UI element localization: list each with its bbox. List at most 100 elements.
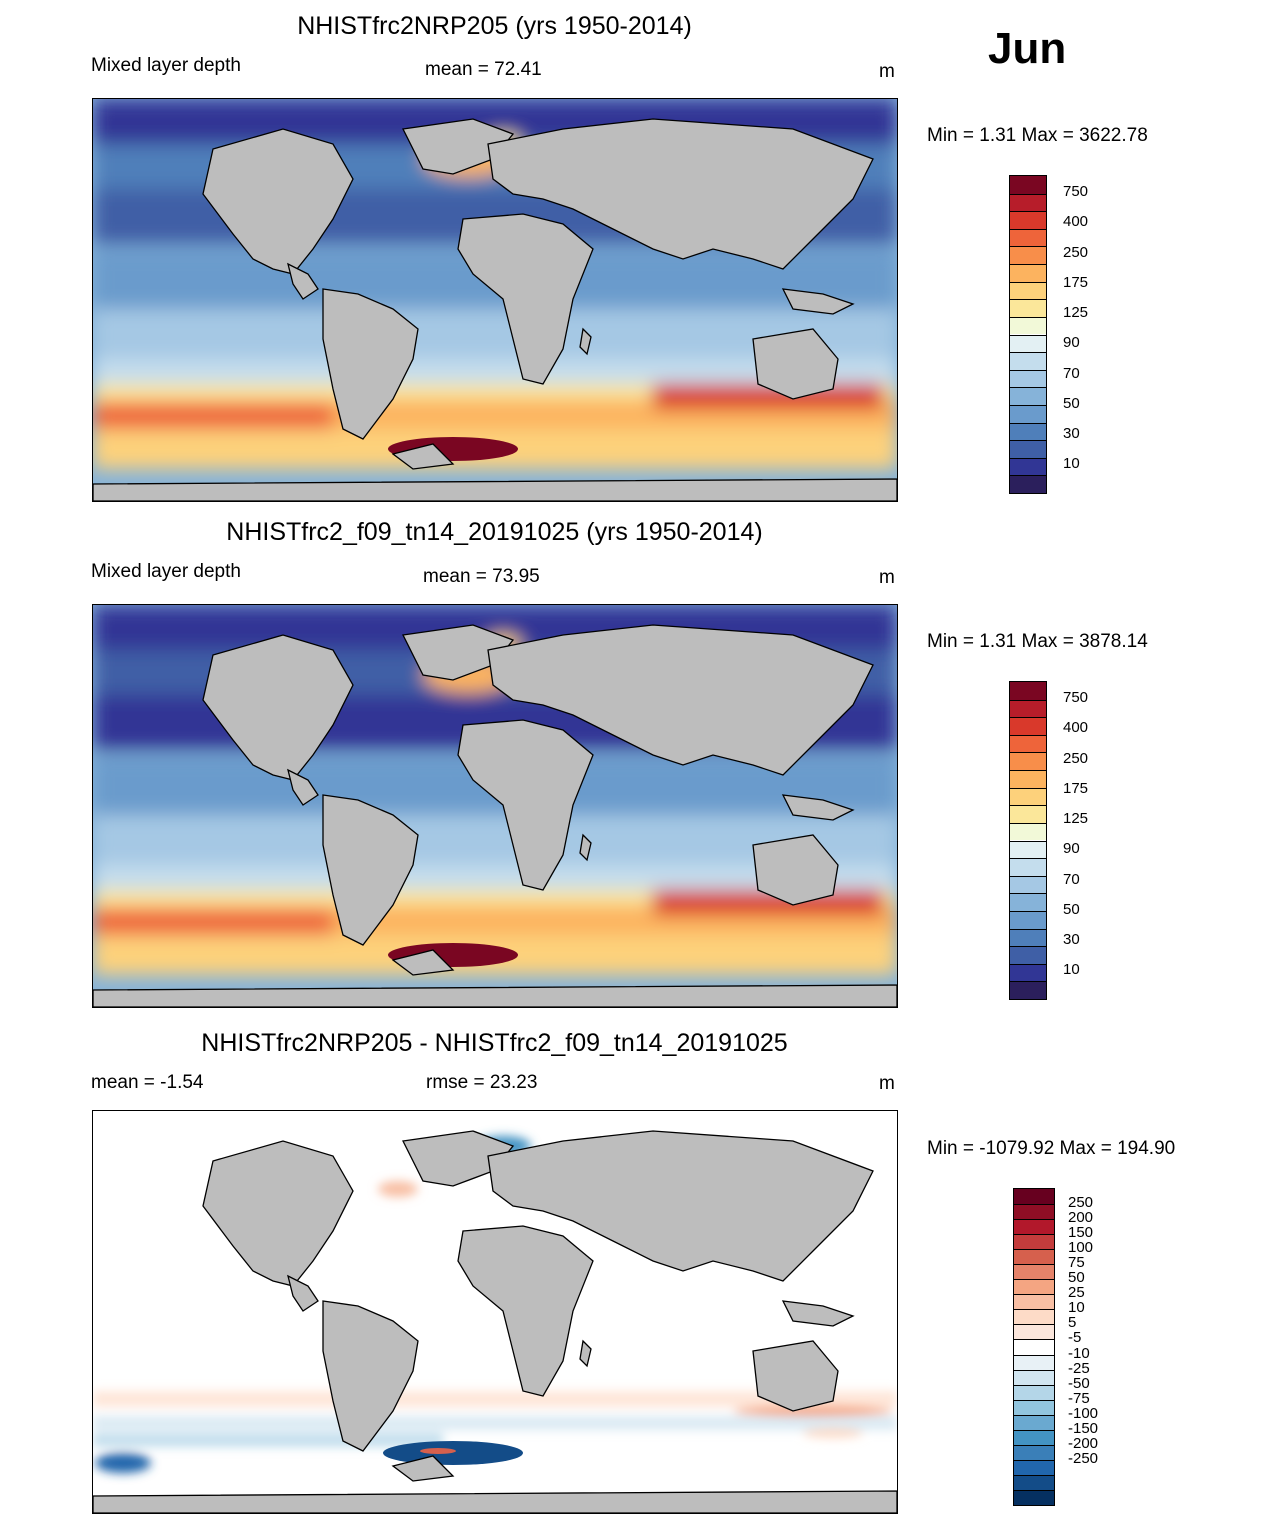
panel-3-title: NHISTfrc2NRP205 - NHISTfrc2_f09_tn14_201… (201, 1029, 788, 1057)
colorbar-tick-label: 30 (1063, 931, 1080, 948)
colorbar-box (1010, 457, 1046, 476)
colorbar-box (1010, 440, 1046, 458)
panel-1-map-svg (93, 99, 897, 501)
panel-3-colorbar (1013, 1188, 1055, 1506)
colorbar-box (1014, 1249, 1054, 1265)
colorbar-box (1014, 1384, 1054, 1400)
panel-1-units-label: m (879, 61, 895, 82)
panel-2-colorbar (1009, 681, 1047, 1000)
colorbar-tick-label: 10 (1068, 1299, 1085, 1317)
colorbar-box (1010, 176, 1046, 194)
colorbar-tick-label: -100 (1068, 1404, 1099, 1422)
colorbar-box (1014, 1399, 1054, 1415)
panel-1-mean-label: mean = 72.41 (425, 59, 542, 80)
colorbar-tick-label: 250 (1068, 1194, 1094, 1212)
panel-2-minmax: Min = 1.31 Max = 3878.14 (927, 631, 1148, 652)
colorbar-box (1014, 1279, 1054, 1295)
colorbar-tick-label: 175 (1063, 273, 1089, 291)
panel-1-minmax: Min = 1.31 Max = 3622.78 (927, 125, 1148, 146)
colorbar-tick-label: 400 (1063, 213, 1089, 231)
colorbar-box (1010, 717, 1046, 735)
colorbar-box (1010, 893, 1046, 911)
colorbar-tick-label: 750 (1063, 689, 1089, 706)
panel-2-title: NHISTfrc2_f09_tn14_20191025 (yrs 1950-20… (226, 518, 763, 546)
colorbar-tick-label: 175 (1063, 779, 1089, 797)
colorbar-box (1014, 1339, 1054, 1355)
panel-3-minmax: Min = -1079.92 Max = 194.90 (927, 1138, 1176, 1159)
colorbar-tick-label: 400 (1063, 719, 1089, 737)
panel-2-map (92, 604, 898, 1008)
colorbar-box (1014, 1414, 1054, 1430)
panel-1-map (92, 98, 898, 502)
colorbar-box (1010, 752, 1046, 771)
colorbar-box (1014, 1489, 1054, 1505)
colorbar-box (1010, 822, 1046, 841)
colorbar-box (1014, 1204, 1054, 1220)
colorbar-tick-label: 70 (1063, 364, 1080, 382)
colorbar-tick-label: 250 (1063, 749, 1089, 767)
colorbar-box (1010, 734, 1046, 753)
colorbar-box (1014, 1324, 1054, 1340)
panel-2-map-svg (93, 605, 897, 1007)
colorbar-box (1010, 422, 1046, 441)
colorbar-box (1010, 369, 1046, 388)
colorbar-tick-label: 50 (1063, 394, 1080, 412)
colorbar-box (1010, 334, 1046, 353)
colorbar-box (1010, 352, 1046, 370)
colorbar-box (1010, 981, 1046, 999)
panel-2-variable-label: Mixed layer depth (91, 561, 241, 582)
colorbar-tick-label: 50 (1068, 1269, 1085, 1287)
colorbar-box (1014, 1309, 1054, 1325)
colorbar-box (1010, 946, 1046, 964)
colorbar-tick-label: 125 (1063, 810, 1089, 827)
panel-3-mean-label: mean = -1.54 (91, 1072, 204, 1093)
colorbar-box (1010, 928, 1046, 947)
colorbar-box (1010, 875, 1046, 894)
colorbar-box (1014, 1369, 1054, 1385)
colorbar-box (1014, 1474, 1054, 1490)
colorbar-tick-label: -200 (1068, 1434, 1099, 1452)
panel-1-title: NHISTfrc2NRP205 (yrs 1950-2014) (297, 12, 692, 40)
colorbar-box (1010, 281, 1046, 300)
panel-3-map (92, 1110, 898, 1514)
colorbar-tick-label: -25 (1068, 1359, 1090, 1377)
colorbar-box (1010, 316, 1046, 335)
colorbar-box (1010, 193, 1046, 212)
colorbar-tick-label: -10 (1068, 1344, 1090, 1362)
panel-2-mean-label: mean = 73.95 (423, 566, 540, 587)
colorbar-box (1010, 858, 1046, 876)
colorbar-box (1010, 475, 1046, 493)
colorbar-tick-label: 250 (1063, 243, 1089, 261)
colorbar-box (1014, 1354, 1054, 1370)
colorbar-tick-label: 50 (1063, 900, 1080, 918)
colorbar-box (1014, 1459, 1054, 1475)
colorbar-tick-label: -75 (1068, 1389, 1090, 1407)
panel-1-variable-label: Mixed layer depth (91, 55, 241, 76)
colorbar-box (1010, 963, 1046, 982)
colorbar-tick-label: 75 (1068, 1254, 1085, 1272)
colorbar-tick-label: 150 (1068, 1224, 1094, 1242)
colorbar-box (1014, 1189, 1054, 1205)
colorbar-box (1014, 1294, 1054, 1310)
colorbar-box (1010, 264, 1046, 282)
colorbar-tick-label: 100 (1068, 1239, 1094, 1257)
colorbar-tick-label: 70 (1063, 870, 1080, 888)
colorbar-tick-label: 25 (1068, 1284, 1085, 1302)
panel-3-rmse-label: rmse = 23.23 (426, 1072, 538, 1093)
colorbar-tick-label: 10 (1063, 455, 1080, 473)
colorbar-box (1010, 787, 1046, 806)
colorbar-tick-label: -50 (1068, 1374, 1090, 1392)
colorbar-box (1010, 805, 1046, 823)
colorbar-tick-label: 10 (1063, 961, 1080, 979)
colorbar-box (1010, 387, 1046, 405)
panel-1-colorbar (1009, 175, 1047, 494)
colorbar-box (1010, 299, 1046, 317)
colorbar-box (1010, 699, 1046, 718)
colorbar-box (1010, 682, 1046, 700)
colorbar-box (1010, 404, 1046, 423)
colorbar-box (1010, 910, 1046, 929)
colorbar-tick-label: -150 (1068, 1419, 1099, 1437)
colorbar-box (1010, 246, 1046, 265)
colorbar-tick-label: -5 (1068, 1329, 1082, 1347)
colorbar-box (1014, 1429, 1054, 1445)
